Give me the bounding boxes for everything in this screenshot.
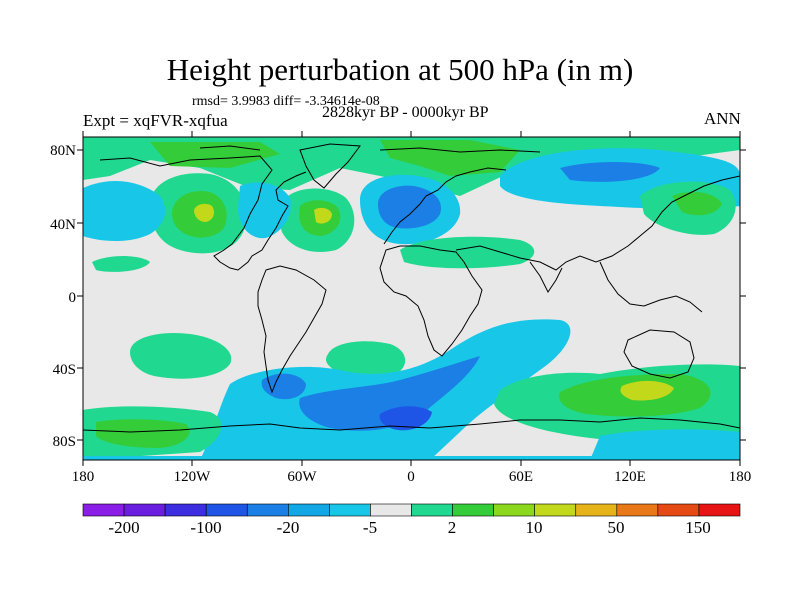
- contour-southern-negative-core: [379, 406, 432, 431]
- colorbar-swatch: [657, 503, 700, 517]
- colorbar: [82, 503, 741, 517]
- figure-title: Height perturbation at 500 hPa (in m): [166, 52, 634, 87]
- coastline-se-asia: [599, 261, 703, 313]
- contour-arctic-core: [380, 140, 520, 176]
- colorbar-swatch: [698, 503, 741, 517]
- season-label: ANN: [704, 109, 741, 128]
- coastline-south-america: [257, 265, 327, 394]
- contour-spacific-positive: [130, 332, 232, 379]
- lon-label-180e: 180: [729, 469, 752, 485]
- contour-watlantic-high: [314, 207, 332, 224]
- lon-label-60w: 60W: [287, 469, 317, 485]
- lat-label-80n: 80N: [50, 143, 76, 159]
- contour-hawaii-positive: [92, 256, 150, 272]
- contour-field: [83, 137, 740, 460]
- coastline-india: [529, 261, 563, 293]
- contour-indian-high: [620, 380, 674, 401]
- lon-label-0: 0: [407, 469, 415, 485]
- contour-southern-negative-mid: [299, 356, 480, 431]
- contour-antarctic-negative: [83, 456, 740, 460]
- contour-namerica-high: [194, 203, 214, 222]
- contour-pacific-negative: [83, 181, 165, 241]
- colorbar-label-1: -200: [108, 518, 139, 537]
- coastline-north-america: [99, 155, 307, 271]
- colorbar-swatch: [288, 503, 330, 517]
- colorbar-label-6: 10: [526, 518, 543, 537]
- colorbar-label-3: -20: [277, 518, 300, 537]
- colorbar-swatch: [452, 503, 494, 517]
- colorbar-swatch: [246, 503, 289, 517]
- coastline-asia: [455, 175, 740, 271]
- contour-southern-positive-core: [96, 419, 190, 448]
- lon-label-120e: 120E: [614, 469, 646, 485]
- coastline-arctic: [199, 145, 541, 153]
- contour-asia-negative-core: [560, 162, 660, 182]
- colorbar-swatch: [493, 503, 535, 517]
- contour-med-positive: [400, 236, 535, 269]
- colorbar-labels: -200 -100 -20 -5 2 10 50 150: [108, 518, 710, 537]
- colorbar-swatch: [575, 503, 618, 517]
- colorbar-label-8: 150: [685, 518, 711, 537]
- contour-npacific-core: [672, 191, 722, 216]
- coastline-africa: [379, 245, 483, 357]
- colorbar-swatch: [370, 503, 412, 517]
- colorbar-swatch: [616, 503, 659, 517]
- coastline-europe: [383, 167, 507, 245]
- colorbar-swatch: [534, 503, 577, 517]
- lat-label-40n: 40N: [50, 217, 76, 233]
- lat-label-40s: 40S: [53, 362, 76, 378]
- axis-ticks: [77, 131, 746, 466]
- lat-label-80s: 80S: [53, 434, 76, 450]
- lon-label-60e: 60E: [509, 469, 533, 485]
- lat-label-0: 0: [69, 290, 77, 306]
- colorbar-swatch: [411, 503, 453, 517]
- colorbar-label-5: 2: [448, 518, 457, 537]
- coastline-antarctica: [83, 417, 740, 433]
- coastlines: [83, 143, 740, 433]
- colorbar-swatch: [329, 503, 371, 517]
- lon-label-180w: 180: [72, 469, 95, 485]
- coastline-australia: [623, 329, 695, 379]
- colorbar-label-7: 50: [608, 518, 625, 537]
- lon-label-120w: 120W: [174, 469, 212, 485]
- colorbar-swatch: [164, 503, 207, 517]
- contour-southern-negative-east: [590, 429, 740, 460]
- colorbar-label-4: -5: [363, 518, 377, 537]
- colorbar-swatch: [205, 503, 248, 517]
- experiment-label: Expt = xqFVR-xqfua: [83, 111, 228, 130]
- colorbar-swatch: [82, 503, 125, 517]
- contour-satlantic-positive: [326, 341, 406, 378]
- period-text: 2828kyr BP - 0000kyr BP: [322, 104, 489, 121]
- colorbar-label-2: -100: [190, 518, 221, 537]
- colorbar-swatch: [123, 503, 166, 517]
- coastline-greenland: [299, 143, 361, 189]
- contour-southamerica-negative: [261, 373, 306, 400]
- stats-text: rmsd= 3.9983 diff= -3.34614e-08: [192, 94, 380, 109]
